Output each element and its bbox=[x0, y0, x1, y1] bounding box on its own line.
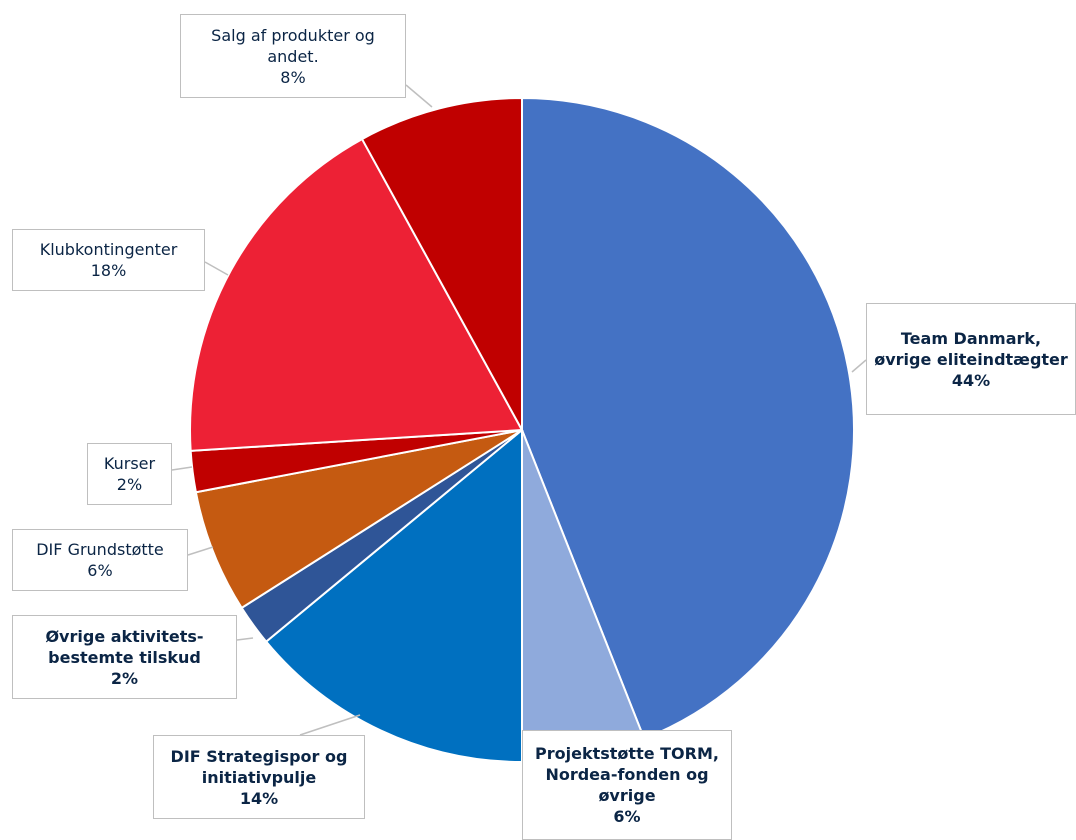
label-name: Salg af produkter og andet. bbox=[211, 25, 375, 66]
pie-slice bbox=[189, 137, 524, 452]
data-label: Projektstøtte TORM, Nordea-fonden og øvr… bbox=[522, 730, 732, 840]
leader-line bbox=[171, 466, 193, 471]
data-label: Kurser 2% bbox=[87, 443, 172, 505]
leader-line bbox=[187, 546, 214, 556]
data-label: Team Danmark, øvrige eliteindtægter 44% bbox=[866, 303, 1076, 415]
label-value: 2% bbox=[110, 668, 139, 688]
label-name: Team Danmark, øvrige eliteindtægter bbox=[874, 328, 1068, 369]
label-value: 6% bbox=[87, 561, 113, 580]
data-label: DIF Strategispor og initiativpulje 14% bbox=[153, 735, 365, 819]
pie-slice bbox=[194, 429, 523, 610]
label-value: 6% bbox=[613, 807, 641, 826]
label-value: 44% bbox=[951, 370, 991, 390]
data-label: DIF Grundstøtte 6% bbox=[12, 529, 188, 591]
data-label: Salg af produkter og andet. 8% bbox=[180, 14, 406, 98]
label-name: Klubkontingenter bbox=[39, 240, 178, 259]
pie-slice bbox=[521, 96, 855, 740]
data-label: Klubkontingenter 18% bbox=[12, 229, 205, 291]
label-name: Øvrige aktivitets-bestemte tilskud bbox=[45, 626, 204, 667]
label-value: 18% bbox=[90, 261, 127, 280]
label-value: 14% bbox=[239, 788, 279, 808]
leader-line bbox=[851, 359, 867, 373]
label-name: Projektstøtte TORM, Nordea-fonden og øvr… bbox=[535, 744, 719, 805]
label-name: DIF Grundstøtte bbox=[36, 540, 164, 559]
leader-line bbox=[299, 714, 361, 736]
leader-line bbox=[405, 84, 433, 108]
label-name: Kurser bbox=[103, 454, 156, 473]
leader-line bbox=[204, 261, 229, 276]
leader-line bbox=[236, 637, 254, 641]
label-value: 8% bbox=[280, 67, 306, 87]
pie-slice bbox=[360, 96, 523, 431]
data-label: Øvrige aktivitets-bestemte tilskud 2% bbox=[12, 615, 237, 699]
label-name: DIF Strategispor og initiativpulje bbox=[170, 746, 348, 787]
label-value: 2% bbox=[116, 475, 143, 494]
pie-slice bbox=[264, 427, 523, 764]
